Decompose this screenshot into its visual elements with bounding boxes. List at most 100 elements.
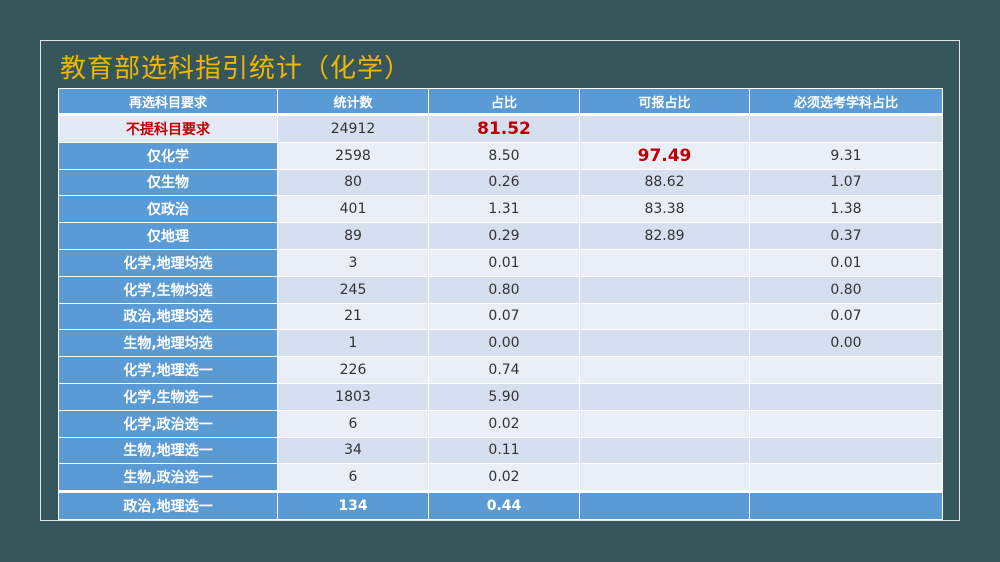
table-cell: 89 (277, 222, 429, 250)
row-label: 生物,地理均选 (58, 329, 278, 358)
table-cell: 80 (277, 168, 429, 197)
table-cell (749, 436, 943, 465)
table-cell: 88.62 (579, 168, 750, 197)
table-cell (579, 302, 750, 331)
table-cell: 1.31 (428, 195, 580, 224)
table-cell: 5.90 (428, 382, 580, 411)
table-row: 化学,地理选一 226 0.74 (58, 356, 943, 384)
table-cell (749, 382, 943, 411)
table-cell: 82.89 (579, 222, 750, 250)
table-cell (579, 356, 750, 384)
table-row: 化学,政治选一 6 0.02 (58, 409, 943, 438)
table-cell: 3 (277, 248, 429, 277)
row-label: 化学,地理均选 (58, 248, 278, 277)
title: 教育部选科指引统计（化学） (60, 54, 412, 84)
table-row: 化学,地理均选 3 0.01 0.01 (58, 248, 943, 277)
table-cell: 245 (277, 275, 429, 304)
table-row: 化学,生物选一 1803 5.90 (58, 382, 943, 411)
table-cell (579, 113, 750, 143)
table-row: 仅生物 80 0.26 88.62 1.07 (58, 168, 943, 197)
table-row: 生物,地理均选 1 0.00 0.00 (58, 329, 943, 358)
table-cell: 97.49 (579, 141, 750, 170)
table-cell: 0.74 (428, 356, 580, 384)
table-cell: 134 (277, 490, 429, 520)
table-cell: 0.29 (428, 222, 580, 250)
table-cell: 226 (277, 356, 429, 384)
row-label: 仅地理 (58, 222, 278, 250)
table-cell (749, 490, 943, 520)
table-cell (749, 113, 943, 143)
column-header: 可报占比 (579, 88, 750, 115)
table-row: 生物,政治选一 6 0.02 (58, 463, 943, 493)
table-cell: 0.00 (749, 329, 943, 358)
column-header: 再选科目要求 (58, 88, 278, 115)
table-cell: 0.37 (749, 222, 943, 250)
table-cell: 6 (277, 463, 429, 493)
table-cell: 0.80 (749, 275, 943, 304)
table-cell (579, 463, 750, 493)
table-cell (579, 436, 750, 465)
table-cell: 9.31 (749, 141, 943, 170)
table-row: 政治,地理均选 21 0.07 0.07 (58, 302, 943, 331)
column-header: 必须选考学科占比 (749, 88, 943, 115)
table-cell (749, 356, 943, 384)
table-cell: 0.80 (428, 275, 580, 304)
table-cell: 0.02 (428, 463, 580, 493)
row-label: 化学,政治选一 (58, 409, 278, 438)
table-cell: 1 (277, 329, 429, 358)
row-label: 仅政治 (58, 195, 278, 224)
table-row: 不提科目要求 24912 81.52 (58, 113, 943, 143)
table-cell: 401 (277, 195, 429, 224)
table-cell: 0.26 (428, 168, 580, 197)
table-cell (579, 490, 750, 520)
table-cell: 0.01 (749, 248, 943, 277)
table-row: 生物,地理选一 34 0.11 (58, 436, 943, 465)
row-label: 仅生物 (58, 168, 278, 197)
table-cell (579, 382, 750, 411)
table-cell: 0.02 (428, 409, 580, 438)
panel (40, 40, 960, 521)
table-cell: 2598 (277, 141, 429, 170)
table-cell: 0.00 (428, 329, 580, 358)
row-label: 政治,地理均选 (58, 302, 278, 331)
table-row: 仅政治 401 1.31 83.38 1.38 (58, 195, 943, 224)
row-label: 不提科目要求 (58, 113, 278, 143)
table-row: 政治,地理选一 134 0.44 (58, 490, 943, 520)
table-cell: 0.11 (428, 436, 580, 465)
table-row: 化学,生物均选 245 0.80 0.80 (58, 275, 943, 304)
row-label: 化学,生物选一 (58, 382, 278, 411)
table-cell: 1803 (277, 382, 429, 411)
table-cell: 34 (277, 436, 429, 465)
table-cell: 0.07 (428, 302, 580, 331)
table-cell: 24912 (277, 113, 429, 143)
stats-table: 再选科目要求 统计数 占比 可报占比 必须选考学科占比 不提科目要求 24912 81.52… (58, 88, 943, 520)
table-cell: 1.07 (749, 168, 943, 197)
table-row: 仅化学 2598 8.50 97.49 9.31 (58, 141, 943, 170)
table-body: 不提科目要求 24912 81.52 仅化学 2598 8.50 97.49 9.31 仅生物 8… (58, 113, 943, 520)
table-cell (749, 409, 943, 438)
table-cell: 83.38 (579, 195, 750, 224)
row-label: 生物,地理选一 (58, 436, 278, 465)
column-header: 占比 (428, 88, 580, 115)
table-cell: 6 (277, 409, 429, 438)
row-label: 化学,地理选一 (58, 356, 278, 384)
table-cell (749, 463, 943, 493)
table-cell (579, 275, 750, 304)
table-cell: 8.50 (428, 141, 580, 170)
row-label: 仅化学 (58, 141, 278, 170)
table-cell: 1.38 (749, 195, 943, 224)
table-cell: 0.01 (428, 248, 580, 277)
row-label: 化学,生物均选 (58, 275, 278, 304)
table-cell (579, 329, 750, 358)
table-cell: 21 (277, 302, 429, 331)
table-cell: 81.52 (428, 113, 580, 143)
table-cell: 0.07 (749, 302, 943, 331)
table-cell: 0.44 (428, 490, 580, 520)
row-label: 生物,政治选一 (58, 463, 278, 493)
table-cell (579, 248, 750, 277)
column-header: 统计数 (277, 88, 429, 115)
table-row: 仅地理 89 0.29 82.89 0.37 (58, 222, 943, 250)
row-label: 政治,地理选一 (58, 490, 278, 520)
table-cell (579, 409, 750, 438)
